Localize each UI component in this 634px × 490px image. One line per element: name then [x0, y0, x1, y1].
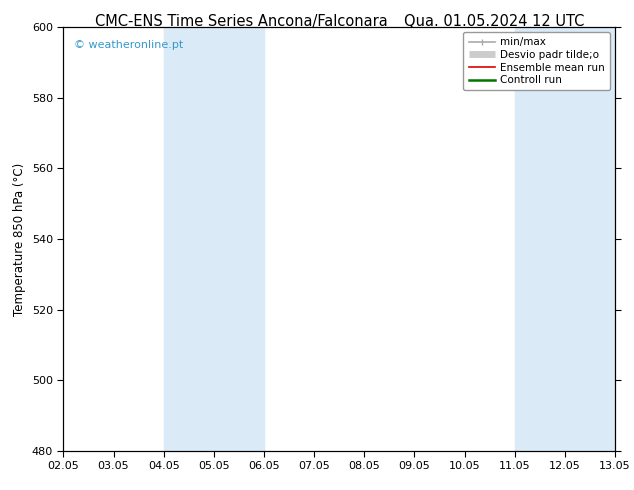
Legend: min/max, Desvio padr tilde;o, Ensemble mean run, Controll run: min/max, Desvio padr tilde;o, Ensemble m…: [463, 32, 610, 90]
Bar: [515, 27, 615, 451]
Text: Qua. 01.05.2024 12 UTC: Qua. 01.05.2024 12 UTC: [404, 14, 585, 29]
Y-axis label: Temperature 850 hPa (°C): Temperature 850 hPa (°C): [13, 162, 26, 316]
Bar: [164, 27, 264, 451]
Text: CMC-ENS Time Series Ancona/Falconara: CMC-ENS Time Series Ancona/Falconara: [94, 14, 387, 29]
Text: © weatheronline.pt: © weatheronline.pt: [74, 40, 184, 49]
